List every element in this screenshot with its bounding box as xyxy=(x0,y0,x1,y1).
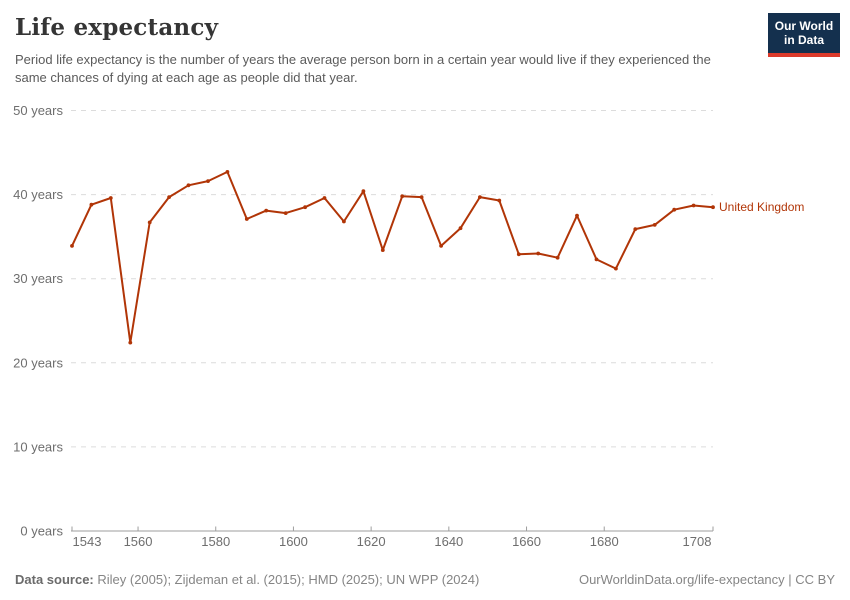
data-point-marker[interactable] xyxy=(264,208,269,213)
data-point-marker[interactable] xyxy=(672,207,677,212)
owid-logo-text-line2: in Data xyxy=(783,33,824,47)
data-point-marker[interactable] xyxy=(303,205,307,210)
data-point-marker[interactable] xyxy=(206,179,210,183)
data-point-marker[interactable] xyxy=(614,266,618,271)
data-point-marker[interactable] xyxy=(555,255,560,260)
x-tick-label: 1620 xyxy=(357,534,386,549)
x-tick-label: 1580 xyxy=(201,534,230,549)
data-point-marker[interactable] xyxy=(594,257,599,262)
data-point-marker[interactable] xyxy=(167,195,172,199)
x-tick-label: 1640 xyxy=(434,534,463,549)
data-point-marker[interactable] xyxy=(244,217,249,221)
data-source: Data source: Riley (2005); Zijdeman et a… xyxy=(15,572,479,587)
line-series-united-kingdom[interactable] xyxy=(71,170,714,344)
y-tick-label: 50 years xyxy=(13,103,63,118)
x-tick-label: 1600 xyxy=(279,534,308,549)
data-point-marker[interactable] xyxy=(283,211,288,215)
data-point-marker[interactable] xyxy=(147,220,152,225)
data-point-marker[interactable] xyxy=(536,251,541,256)
y-tick-label: 0 years xyxy=(20,524,63,539)
y-tick-label: 20 years xyxy=(13,355,63,370)
data-point-marker[interactable] xyxy=(691,203,696,208)
line-chart-svg[interactable]: 0 years 10 years 20 years 30 years 40 years 5… xyxy=(0,95,850,560)
series-label-united-kingdom[interactable]: United Kingdom xyxy=(719,200,804,214)
page-subtitle: Period life expectancy is the number of … xyxy=(15,52,711,86)
data-point-marker[interactable] xyxy=(575,213,579,218)
y-tick-label: 30 years xyxy=(13,271,63,286)
data-point-marker[interactable] xyxy=(128,340,133,345)
data-point-marker[interactable] xyxy=(652,223,657,227)
data-point-marker[interactable] xyxy=(225,170,230,174)
page-title: Life expectancy xyxy=(15,14,219,41)
data-point-marker[interactable] xyxy=(478,195,482,199)
data-point-marker[interactable] xyxy=(439,244,443,248)
x-tick-label: 1680 xyxy=(590,534,619,549)
data-point-marker[interactable] xyxy=(400,194,405,199)
y-tick-label: 40 years xyxy=(13,187,63,202)
data-point-marker[interactable] xyxy=(380,248,385,253)
data-point-marker[interactable] xyxy=(516,252,521,257)
owid-logo-text-line1: Our World xyxy=(774,19,834,33)
footer-right: OurWorldinData.org/life-expectancy | CC … xyxy=(579,572,835,587)
data-point-marker[interactable] xyxy=(458,226,463,231)
data-point-marker[interactable] xyxy=(361,189,366,194)
data-point-marker[interactable] xyxy=(419,195,424,199)
chart-area[interactable]: 0 years 10 years 20 years 30 years 40 years 5… xyxy=(0,95,850,560)
x-tick-label: 1708 xyxy=(683,534,712,549)
footer-separator: | xyxy=(784,572,796,587)
x-tick-label: 1660 xyxy=(512,534,541,549)
footer-link[interactable]: OurWorldinData.org/life-expectancy xyxy=(578,572,785,587)
y-tick-label: 10 years xyxy=(13,439,63,454)
footer: Data source: Riley (2005); Zijdeman et a… xyxy=(15,572,835,587)
data-point-marker[interactable] xyxy=(89,202,94,207)
data-point-marker[interactable] xyxy=(322,196,327,200)
data-source-label: Data source: xyxy=(15,572,94,587)
data-point-marker[interactable] xyxy=(633,227,638,232)
data-point-marker[interactable] xyxy=(342,219,346,224)
footer-license-link[interactable]: CC BY xyxy=(795,572,835,587)
data-point-marker[interactable] xyxy=(711,205,715,210)
data-point-marker[interactable] xyxy=(186,183,191,188)
data-point-marker[interactable] xyxy=(70,244,74,248)
data-source-text: Riley (2005); Zijdeman et al. (2015); HM… xyxy=(93,572,480,587)
x-tick-label: 1543 xyxy=(73,534,102,549)
owid-logo[interactable]: Our World in Data xyxy=(768,13,840,57)
data-point-marker[interactable] xyxy=(108,196,113,200)
data-point-marker[interactable] xyxy=(497,198,502,203)
x-tick-label: 1560 xyxy=(124,534,153,549)
